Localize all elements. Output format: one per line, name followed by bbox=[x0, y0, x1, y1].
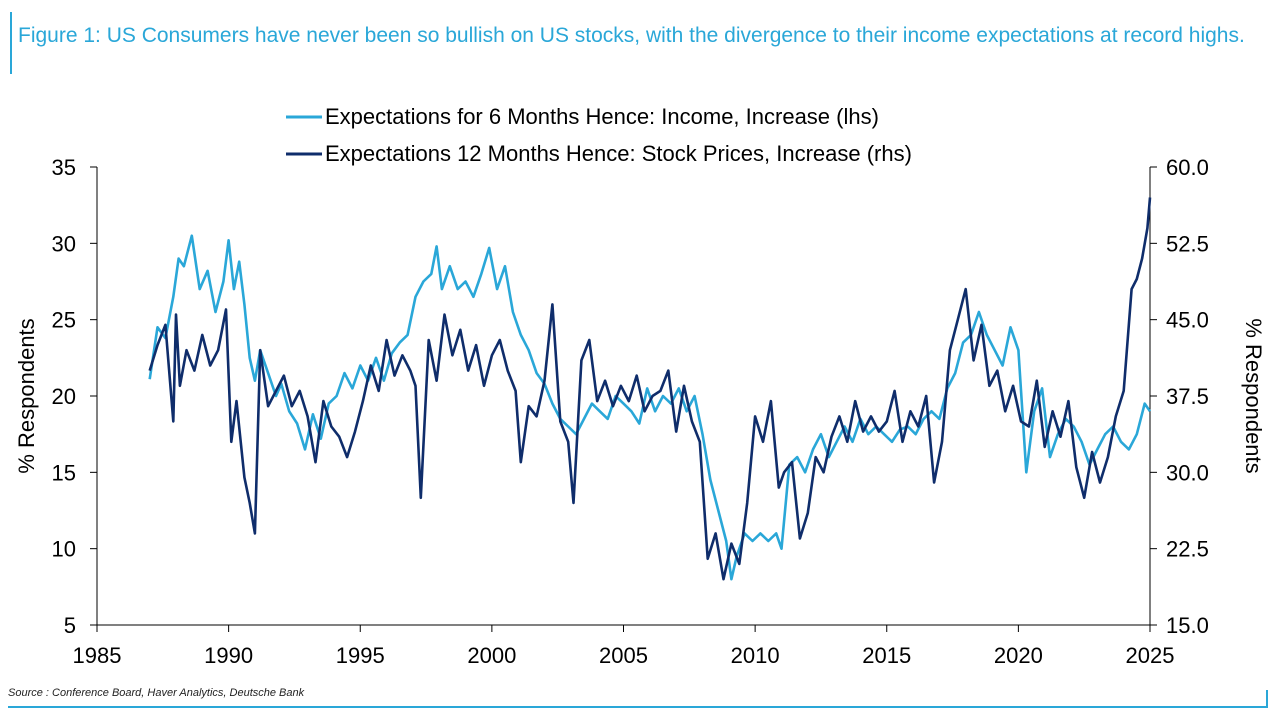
y-right-tick-label: 22.5 bbox=[1166, 537, 1209, 562]
y-left-axis-title: % Respondents bbox=[14, 318, 39, 473]
income-series-line bbox=[148, 234, 1152, 581]
x-tick-label: 2025 bbox=[1126, 643, 1175, 668]
y-right-tick-label: 52.5 bbox=[1166, 231, 1209, 256]
y-right-tick-label: 60.0 bbox=[1166, 155, 1209, 180]
footer-rule bbox=[8, 706, 1268, 708]
legend-label: Expectations for 6 Months Hence: Income,… bbox=[325, 104, 879, 129]
legend-label: Expectations 12 Months Hence: Stock Pric… bbox=[325, 141, 912, 166]
y-left-tick-label: 25 bbox=[52, 308, 76, 333]
y-right-tick-label: 37.5 bbox=[1166, 384, 1209, 409]
y-left-tick-label: 30 bbox=[52, 231, 76, 256]
x-tick-label: 1995 bbox=[336, 643, 385, 668]
chart-axes: 1985 1990 1995 2000 2005 2010 2015 2020 20255101… bbox=[14, 155, 1266, 668]
y-right-tick-label: 15.0 bbox=[1166, 613, 1209, 638]
chart-series bbox=[148, 197, 1152, 581]
chart-legend: Expectations for 6 Months Hence: Income,… bbox=[286, 104, 912, 166]
y-left-tick-label: 15 bbox=[52, 460, 76, 485]
x-tick-label: 2020 bbox=[994, 643, 1043, 668]
x-tick-label: 1990 bbox=[204, 643, 253, 668]
y-left-tick-label: 5 bbox=[64, 613, 76, 638]
source-note: Source : Conference Board, Haver Analyti… bbox=[8, 687, 305, 699]
y-left-tick-label: 35 bbox=[52, 155, 76, 180]
x-tick-label: 1985 bbox=[73, 643, 122, 668]
y-right-tick-label: 45.0 bbox=[1166, 308, 1209, 333]
y-left-tick-label: 10 bbox=[52, 537, 76, 562]
figure-title: Figure 1: US Consumers have never been s… bbox=[18, 24, 1245, 47]
stock-series-line bbox=[148, 197, 1152, 581]
x-tick-label: 2005 bbox=[599, 643, 648, 668]
y-right-tick-label: 30.0 bbox=[1166, 460, 1209, 485]
x-tick-label: 2010 bbox=[731, 643, 780, 668]
footer-rule-tick bbox=[1266, 690, 1268, 708]
y-left-tick-label: 20 bbox=[52, 384, 76, 409]
x-tick-label: 2000 bbox=[467, 643, 516, 668]
x-tick-label: 2015 bbox=[862, 643, 911, 668]
y-right-axis-title: % Respondents bbox=[1241, 318, 1266, 473]
title-bar: Figure 1: US Consumers have never been s… bbox=[10, 12, 1268, 74]
